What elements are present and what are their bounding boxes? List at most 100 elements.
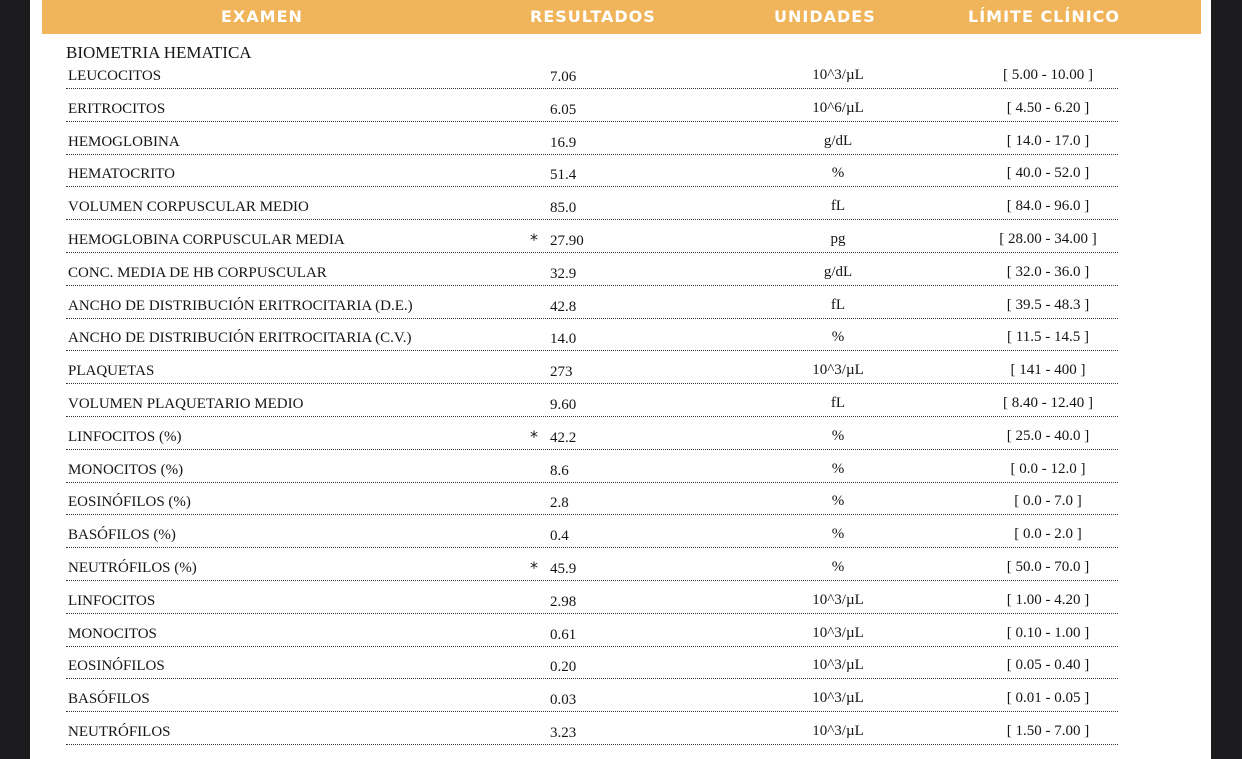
result-unit: % [831, 165, 845, 182]
table-row: ERITROCITOS 6.05 10^6/µL [ 4.50 - 6.20 ] [30, 93, 1211, 126]
exam-name: HEMOGLOBINA CORPUSCULAR MEDIA [68, 232, 345, 248]
result-value: 6.05 [550, 101, 577, 118]
table-row: HEMOGLOBINA CORPUSCULAR MEDIA * 27.90 pg [ 2… [30, 224, 1211, 257]
exam-name: LEUCOCITOS [68, 68, 162, 84]
row-divider [66, 711, 1118, 713]
exam-name: LINFOCITOS (%) [68, 428, 182, 445]
result-unit: 10^3/µL [812, 362, 864, 379]
abnormal-flag: * [530, 426, 538, 446]
result-unit: % [831, 329, 845, 346]
clinical-range: [ 14.0 - 17.0 ] [1006, 132, 1090, 149]
row-divider [66, 580, 1118, 581]
table-row: LINFOCITOS 2.98 10^3/µL [ 1.00 - 4.20 ] [30, 585, 1211, 618]
row-divider [66, 219, 1118, 221]
clinical-range: [ 4.50 - 6.20 ] [1006, 99, 1090, 116]
row-divider [66, 481, 1118, 483]
exam-name: VOLUMEN PLAQUETARIO MEDIO [68, 396, 304, 412]
clinical-range: [ 0.05 - 0.40 ] [1006, 657, 1090, 674]
row-divider [66, 514, 1118, 516]
row-divider [66, 645, 1118, 647]
exam-name: ANCHO DE DISTRIBUCIÓN ERITROCITARIA (C.V… [68, 330, 412, 347]
table-row: HEMOGLOBINA 16.9 g/dL [ 14.0 - 17.0 ] [30, 126, 1211, 159]
result-value: 3.23 [550, 725, 577, 741]
exam-name: MONOCITOS [68, 625, 157, 642]
row-divider [66, 186, 1118, 188]
clinical-range: [ 1.00 - 4.20 ] [1006, 591, 1090, 608]
clinical-range: [ 11.5 - 14.5 ] [1007, 329, 1089, 346]
clinical-range: [ 8.40 - 12.40 ] [1003, 395, 1093, 411]
result-value: 32.9 [550, 265, 577, 282]
result-value: 7.06 [550, 69, 577, 85]
exam-name: BASÓFILOS (%) [68, 527, 176, 544]
exam-name: HEMATOCRITO [68, 166, 175, 183]
result-value: 0.20 [550, 659, 577, 676]
result-value: 42.2 [550, 429, 577, 446]
table-row: ANCHO DE DISTRIBUCIÓN ERITROCITARIA (C.V… [30, 322, 1211, 355]
result-unit: 10^3/µL [812, 723, 864, 739]
table-row: VOLUMEN CORPUSCULAR MEDIO 85.0 fL [ 84.0 - … [30, 191, 1211, 224]
exam-name: PLAQUETAS [68, 363, 155, 380]
header-limite-clinico: LÍMITE CLÍNICO [968, 7, 1121, 26]
section-title: BIOMETRIA HEMATICA [66, 43, 252, 62]
clinical-range: [ 0.0 - 7.0 ] [1014, 493, 1082, 510]
result-value: 45.9 [550, 561, 577, 577]
table-row: MONOCITOS (%) 8.6% [ 0.0 - 12.0 ] [30, 454, 1211, 487]
exam-name: BASÓFILOS [68, 691, 150, 708]
result-value: 2.8 [550, 495, 569, 512]
table-row: VOLUMEN PLAQUETARIO MEDIO 9.60 fL [ 8.40 - … [30, 388, 1211, 421]
result-value: 27.90 [550, 233, 584, 249]
result-unit: 10^3/µL [812, 690, 864, 707]
result-value: 2.98 [550, 593, 577, 610]
abnormal-flag: * [530, 230, 538, 249]
clinical-range: [ 40.0 - 52.0 ] [1006, 165, 1090, 182]
row-divider [66, 547, 1118, 549]
row-divider [66, 448, 1118, 450]
table-row: LINFOCITOS (%) * 42.2% [ 25.0 - 40.0 ] [30, 421, 1211, 454]
exam-name: ANCHO DE DISTRIBUCIÓN ERITROCITARIA (D.E… [68, 297, 413, 314]
clinical-range: [ 84.0 - 96.0 ] [1006, 198, 1090, 215]
table-row: NEUTRÓFILOS 3.23 10^3/µL [ 1.50 - 7.00 ] [30, 716, 1211, 749]
result-unit: % [831, 493, 845, 510]
row-divider [66, 252, 1118, 253]
exam-name: CONC. MEDIA DE HB CORPUSCULAR [68, 264, 327, 281]
row-divider [66, 88, 1118, 89]
table-row: ANCHO DE DISTRIBUCIÓN ERITROCITARIA (D.E… [30, 290, 1211, 323]
exam-name: NEUTRÓFILOS [68, 724, 171, 740]
table-row: EOSINÓFILOS (%) 2.8% [ 0.0 - 7.0 ] [30, 486, 1211, 519]
clinical-range: [ 0.01 - 0.05 ] [1006, 690, 1090, 707]
lab-report-page: EXAMEN RESULTADOS UNIDADES LÍMITE CLÍNIC… [30, 0, 1211, 759]
result-value: 0.61 [550, 626, 577, 643]
clinical-range: [ 5.00 - 10.00 ] [1003, 67, 1093, 83]
result-unit: fL [830, 198, 846, 215]
clinical-range: [ 50.0 - 70.0 ] [1006, 559, 1090, 575]
result-unit: 10^3/µL [812, 657, 864, 674]
exam-name: EOSINÓFILOS [68, 658, 165, 675]
exam-name: VOLUMEN CORPUSCULAR MEDIO [68, 199, 309, 216]
result-unit: pg [830, 231, 846, 247]
clinical-range: [ 39.5 - 48.3 ] [1006, 296, 1090, 313]
exam-name: HEMOGLOBINA [68, 133, 180, 150]
clinical-range: [ 28.00 - 34.00 ] [999, 231, 1097, 247]
row-divider [66, 612, 1118, 614]
result-value: 16.9 [550, 134, 577, 151]
row-divider [66, 317, 1118, 319]
clinical-range: [ 1.50 - 7.00 ] [1006, 723, 1090, 739]
result-unit: % [831, 460, 845, 477]
result-unit: % [831, 559, 845, 575]
header-resultados: RESULTADOS [530, 7, 656, 26]
exam-name: LINFOCITOS [68, 592, 156, 609]
table-header: EXAMEN RESULTADOS UNIDADES LÍMITE CLÍNIC… [42, 0, 1201, 34]
clinical-range: [ 25.0 - 40.0 ] [1006, 427, 1090, 444]
result-value: 42.8 [550, 298, 577, 315]
table-row: EOSINÓFILOS 0.20 10^3/µL [ 0.05 - 0.40 ] [30, 650, 1211, 683]
result-value: 0.4 [550, 528, 569, 545]
result-unit: fL [830, 296, 846, 313]
table-row: PLAQUETAS 273 10^3/µL [ 141 - 400 ] [30, 355, 1211, 388]
result-unit: g/dL [823, 263, 853, 280]
result-unit: 10^6/µL [812, 99, 864, 116]
result-value: 9.60 [550, 397, 577, 413]
exam-name: ERITROCITOS [68, 100, 166, 117]
result-value: 8.6 [550, 462, 569, 479]
table-row: BASÓFILOS 0.03 10^3/µL [ 0.01 - 0.05 ] [30, 683, 1211, 716]
result-unit: % [831, 526, 845, 543]
